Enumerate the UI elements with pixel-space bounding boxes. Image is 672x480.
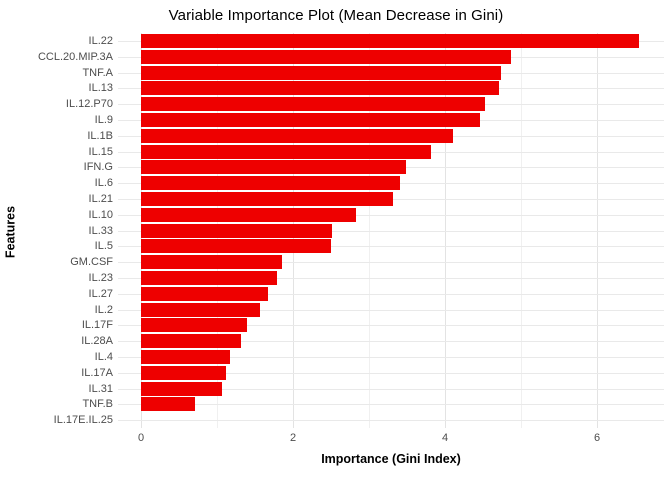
y-gridline (118, 341, 664, 342)
importance-bar (141, 397, 195, 412)
x-tick-label: 4 (441, 432, 449, 444)
y-gridline (118, 246, 664, 247)
importance-bar (141, 207, 357, 222)
importance-bar (141, 112, 480, 127)
y-gridline (118, 215, 664, 216)
y-tick-label: IL.27 (88, 287, 113, 300)
y-tick-label: IL.33 (88, 224, 113, 237)
importance-bar (141, 286, 268, 301)
y-axis-tick-labels: IL.22 CCL.20.MIP.3A TNF.A IL.13 IL.12.P70 IL.… (0, 33, 113, 428)
y-gridline (118, 357, 664, 358)
x-tick-label: 2 (289, 432, 297, 444)
y-gridline (118, 310, 664, 311)
importance-bar (141, 270, 277, 285)
importance-bar (141, 33, 639, 48)
y-tick-label: IL.5 (94, 240, 113, 253)
y-tick-label: IL.2 (94, 303, 113, 316)
y-gridline (118, 325, 664, 326)
y-tick-label: IL.17A (81, 366, 113, 379)
y-tick-label: IL.12.P70 (65, 98, 113, 111)
y-tick-label: IL.1B (87, 129, 113, 142)
importance-bar (141, 97, 485, 112)
y-tick-label: IL.23 (88, 271, 113, 284)
y-tick-label: GM.CSF (70, 256, 113, 269)
y-gridline (118, 404, 664, 405)
y-tick-label: TNF.A (82, 66, 113, 79)
importance-bar (141, 191, 394, 206)
y-gridline (118, 262, 664, 263)
y-tick-label: IL.6 (94, 177, 113, 190)
x-minor-gridline (521, 33, 522, 428)
chart-title: Variable Importance Plot (Mean Decrease … (168, 7, 504, 24)
importance-bar (141, 349, 230, 364)
y-tick-label: IL.13 (88, 82, 113, 95)
y-tick-label: IL.15 (88, 145, 113, 158)
importance-bar (141, 128, 453, 143)
y-tick-label: IFN.G (83, 161, 113, 174)
x-tick-label: 0 (137, 432, 145, 444)
x-axis-title: Importance (Gini Index) (321, 452, 461, 466)
importance-bar (141, 160, 407, 175)
y-gridline (118, 420, 664, 421)
importance-bar (141, 334, 242, 349)
x-minor-gridline (369, 33, 370, 428)
importance-bar (141, 223, 332, 238)
y-tick-label: IL.31 (88, 382, 113, 395)
importance-bar (141, 49, 512, 64)
importance-bar (141, 255, 283, 270)
importance-bar (141, 65, 501, 80)
importance-bar (141, 365, 227, 380)
y-tick-label: IL.4 (94, 350, 113, 363)
x-axis-tick-labels: 0 2 4 6 (0, 432, 672, 445)
importance-bar (141, 302, 260, 317)
y-gridline (118, 278, 664, 279)
y-tick-label: IL.21 (88, 192, 113, 205)
importance-bar (141, 176, 401, 191)
y-tick-label: IL.17F (81, 319, 113, 332)
x-major-gridline (445, 33, 446, 428)
x-major-gridline (597, 33, 598, 428)
x-tick-label: 6 (593, 432, 601, 444)
importance-bar (141, 381, 223, 396)
y-tick-label: IL.28A (81, 335, 113, 348)
importance-bar (141, 318, 248, 333)
y-tick-label: CCL.20.MIP.3A (37, 50, 113, 63)
y-gridline (118, 389, 664, 390)
y-tick-label: IL.9 (94, 113, 113, 126)
y-gridline (118, 231, 664, 232)
plot-panel (118, 33, 664, 428)
y-tick-label: IL.22 (88, 34, 113, 47)
importance-bar (141, 239, 331, 254)
y-gridline (118, 373, 664, 374)
importance-bar (141, 144, 432, 159)
y-tick-label: TNF.B (82, 398, 113, 411)
y-tick-label: IL.17E.IL.25 (53, 414, 113, 427)
y-gridline (118, 294, 664, 295)
y-tick-label: IL.10 (88, 208, 113, 221)
importance-bar (141, 81, 499, 96)
